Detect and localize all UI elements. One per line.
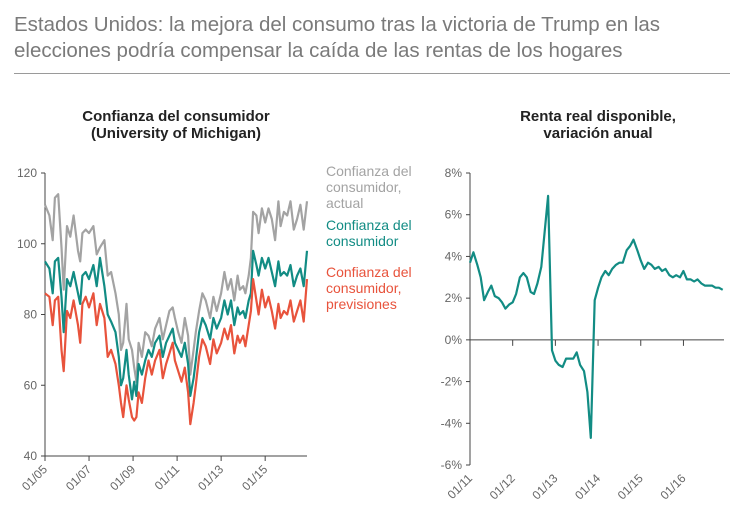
chart1-x-tick-label: 01/05 (19, 462, 50, 493)
chart2-y-tick-label: 2% (445, 291, 463, 305)
chart2-y-tick-label: 4% (445, 249, 463, 263)
chart1-y-tick-label: 60 (24, 378, 38, 392)
chart2-title-line: Renta real disponible, (520, 108, 676, 125)
page-title: Estados Unidos: la mejora del consumo tr… (14, 12, 730, 64)
chart1-x-tick-label: 01/13 (195, 462, 226, 493)
chart1-x-tick-label: 01/15 (239, 462, 270, 493)
chart1-title-line: (University of Michigan) (91, 125, 261, 142)
chart1-legend-label: actual (326, 195, 363, 211)
chart2-x-tick-label: 01/12 (487, 471, 518, 502)
chart1-legend-label: consumidor, (326, 179, 401, 195)
chart2-y-tick-label: 6% (445, 208, 463, 222)
page-title-line-2: elecciones podría compensar la caída de … (14, 39, 623, 62)
chart1-legend-label: Confianza del (326, 217, 412, 233)
chart2-x-tick-label: 01/13 (529, 471, 560, 502)
chart1-series-line (44, 249, 309, 401)
chart2-x-tick-label: 01/16 (657, 471, 688, 502)
title-divider (14, 73, 730, 74)
chart1-series-line (43, 193, 309, 383)
chart1-y-tick-label: 80 (24, 308, 38, 322)
chart1-x-tick-label: 01/07 (63, 462, 94, 493)
chart2-y-tick-label: -2% (441, 375, 463, 389)
chart2-y-tick-label: 0% (445, 333, 463, 347)
page-title-line-1: Estados Unidos: la mejora del consumo tr… (14, 13, 661, 36)
chart1-y-tick-label: 120 (17, 166, 37, 180)
chart1-y-tick-label: 100 (17, 237, 37, 251)
chart1-legend-label: consumidor (326, 233, 399, 249)
chart1-legend-label: Confianza del (326, 163, 412, 179)
chart1-legend-label: previsiones (326, 296, 397, 312)
chart1-legend-label: Confianza del (326, 264, 412, 280)
chart2-y-tick-label: -6% (441, 458, 463, 472)
chart1-x-tick-label: 01/09 (107, 462, 138, 493)
chart1-x-tick-label: 01/11 (152, 462, 183, 493)
chart2-x-tick-label: 01/15 (615, 471, 646, 502)
chart2-series-line (468, 194, 724, 439)
chart2-y-tick-label: 8% (445, 166, 463, 180)
chart2-x-tick-label: 01/11 (445, 471, 476, 502)
chart1-title-line: Confianza del consumidor (82, 108, 270, 125)
chart2-title-line: variación anual (543, 125, 652, 142)
chart2-y-tick-label: -4% (441, 416, 463, 430)
chart1-series-line (44, 278, 309, 426)
chart1-legend-label: consumidor, (326, 280, 401, 296)
chart1-y-tick-label: 40 (24, 449, 38, 463)
chart2-x-tick-label: 01/14 (572, 471, 603, 502)
